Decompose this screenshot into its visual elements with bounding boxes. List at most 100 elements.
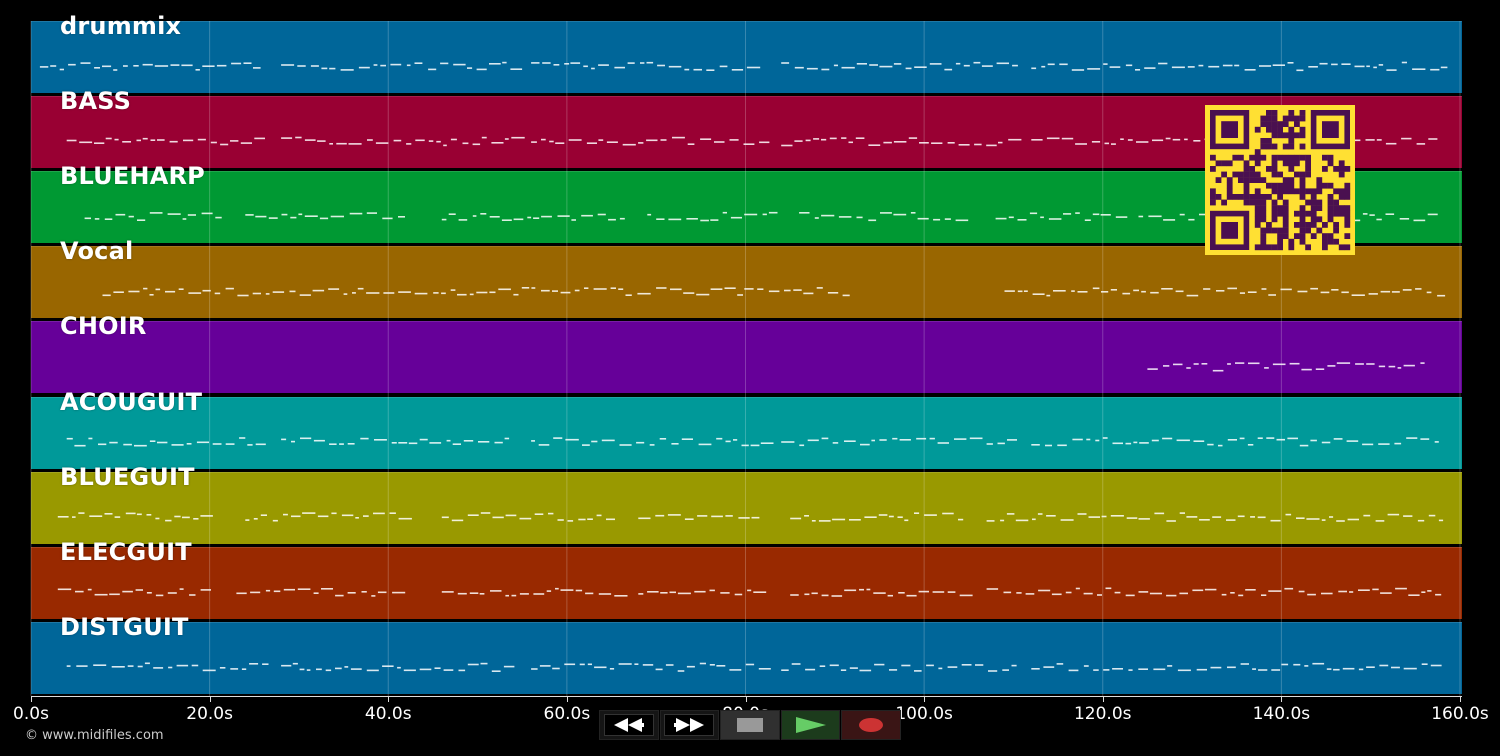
note-mark <box>291 440 295 443</box>
fast-forward-button-face <box>664 714 715 736</box>
note-mark <box>565 438 579 441</box>
note-mark <box>1329 516 1334 518</box>
note-mark <box>1208 65 1220 68</box>
note-mark <box>1250 516 1255 518</box>
note-mark <box>429 442 442 444</box>
note-mark <box>272 291 285 293</box>
note-mark <box>1420 362 1425 364</box>
note-mark <box>926 664 934 667</box>
note-mark <box>281 64 295 66</box>
tick-label: 140.0s <box>1252 704 1311 724</box>
note-mark <box>660 592 668 594</box>
note-mark <box>200 515 213 517</box>
note-mark <box>918 590 929 593</box>
note-mark <box>111 666 125 668</box>
note-mark <box>1068 669 1079 672</box>
note-mark <box>214 292 221 295</box>
note-mark <box>753 591 767 593</box>
note-mark <box>840 669 847 671</box>
note-mark <box>80 62 91 64</box>
note-mark <box>531 62 540 64</box>
note-mark <box>434 667 441 669</box>
note-mark <box>317 515 329 518</box>
note-mark <box>1012 64 1018 67</box>
stop-button[interactable] <box>720 710 780 740</box>
note-mark <box>1047 63 1055 66</box>
note-mark <box>844 440 856 442</box>
note-mark <box>1109 66 1121 68</box>
note-mark <box>1386 69 1397 71</box>
note-mark <box>165 290 176 293</box>
note-mark <box>734 593 743 596</box>
note-mark <box>1264 367 1269 369</box>
note-mark <box>557 519 564 521</box>
note-mark <box>339 443 344 445</box>
note-mark <box>451 519 464 522</box>
note-mark <box>1385 213 1395 215</box>
note-mark <box>1004 290 1015 292</box>
note-mark <box>955 62 961 65</box>
note-mark <box>1378 365 1386 368</box>
note-mark <box>804 593 810 596</box>
note-mark <box>636 441 645 444</box>
note-mark <box>406 143 412 145</box>
note-mark <box>1007 439 1017 441</box>
note-mark <box>109 441 118 444</box>
track-lane-blueguit: BLUEGUIT <box>31 463 1462 544</box>
note-mark <box>1101 291 1109 293</box>
note-mark <box>1408 594 1420 596</box>
note-mark <box>1247 444 1254 446</box>
note-mark <box>1427 213 1438 216</box>
note-mark <box>1161 288 1173 290</box>
note-mark <box>93 664 107 666</box>
note-mark <box>197 138 206 141</box>
note-mark <box>790 517 802 520</box>
note-mark <box>494 441 503 444</box>
note-mark <box>1376 139 1382 141</box>
note-mark <box>1126 517 1138 519</box>
note-mark <box>1006 513 1015 515</box>
note-mark <box>722 211 727 214</box>
record-button[interactable] <box>841 710 901 740</box>
note-mark <box>583 65 588 68</box>
note-mark <box>731 69 744 71</box>
note-mark <box>310 65 319 67</box>
note-mark <box>670 288 682 291</box>
note-mark <box>1207 443 1214 446</box>
note-mark <box>521 287 530 289</box>
note-mark <box>1248 362 1260 365</box>
note-mark <box>831 595 843 597</box>
qr-code[interactable] <box>1205 105 1355 255</box>
note-mark <box>686 665 695 668</box>
rewind-button[interactable] <box>599 710 659 740</box>
note-mark <box>1417 519 1425 522</box>
note-mark <box>730 216 742 219</box>
track-lane-distguit: DISTGUIT <box>31 613 1462 694</box>
note-mark <box>671 443 679 445</box>
note-mark <box>319 217 329 220</box>
note-mark <box>168 666 173 669</box>
note-mark <box>917 217 929 220</box>
note-group <box>66 437 1439 447</box>
note-mark <box>88 437 93 440</box>
note-mark <box>729 139 739 141</box>
note-mark <box>1227 363 1231 365</box>
note-mark <box>50 65 57 67</box>
note-mark <box>1148 215 1162 218</box>
note-mark <box>392 591 406 594</box>
note-mark <box>195 69 200 71</box>
play-button[interactable] <box>780 710 841 740</box>
note-mark <box>1321 441 1331 444</box>
note-mark <box>1166 520 1176 522</box>
note-mark <box>1193 363 1199 365</box>
note-mark <box>146 592 152 594</box>
note-mark <box>762 213 767 216</box>
fast-forward-button[interactable] <box>659 710 720 740</box>
note-mark <box>1072 438 1083 441</box>
note-mark <box>986 443 993 445</box>
note-mark <box>357 287 364 290</box>
note-mark <box>672 136 685 139</box>
note-mark <box>1333 668 1340 671</box>
note-mark <box>660 139 667 141</box>
note-mark <box>746 66 761 69</box>
